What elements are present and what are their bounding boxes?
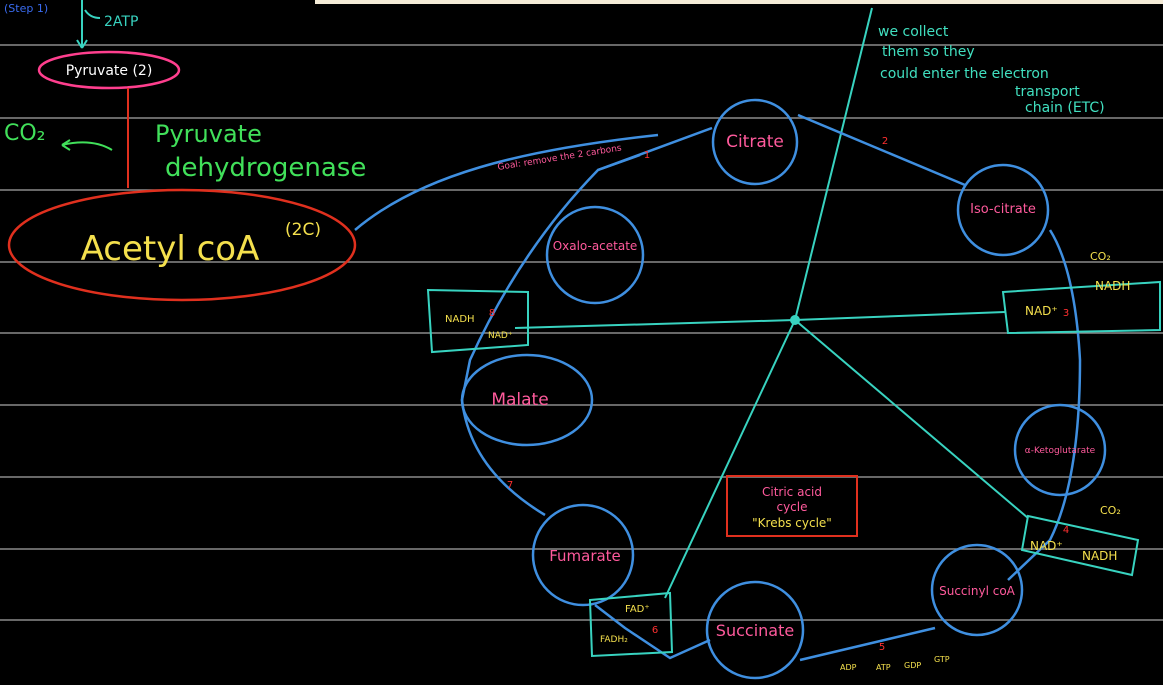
box-text: FADH₂: [600, 635, 628, 645]
node: [1013, 403, 1107, 497]
cycle-path: [597, 153, 641, 172]
box-text: ADP: [840, 663, 857, 672]
box-text: ATP: [876, 663, 891, 672]
step-number: 6: [652, 625, 658, 636]
step-label: (Step 1): [4, 2, 48, 15]
co2-label: CO₂: [4, 121, 46, 146]
node-label: α-Ketoglutarate: [1025, 446, 1096, 456]
connector: [794, 7, 873, 321]
cycle-path: [460, 113, 1082, 662]
box-text: GDP: [904, 661, 921, 670]
step-number: 2: [882, 136, 888, 147]
note-line: chain (ETC): [1025, 100, 1105, 116]
node-label: Succinyl coA: [939, 584, 1016, 598]
node: [531, 503, 635, 607]
steps: 1 2 3 4 5 6 7 8: [489, 136, 1069, 653]
spokes: [514, 311, 1029, 599]
atp-label: 2ATP: [104, 14, 138, 30]
center-text: Citric acid: [762, 485, 822, 499]
step-number: 1: [644, 150, 650, 161]
box-text: NAD⁺: [488, 331, 513, 341]
box-text: NADH: [1082, 549, 1117, 563]
box-text: GTP: [934, 655, 950, 664]
box-text: NADH: [1095, 279, 1130, 293]
box-text: NAD⁺: [1030, 539, 1063, 553]
box-text: NAD⁺: [1025, 304, 1058, 318]
note-line: we collect: [878, 24, 949, 40]
path: [354, 133, 659, 231]
hub: [790, 315, 800, 325]
center-label: Citric acid cycle "Krebs cycle": [752, 485, 832, 530]
enzyme-label: dehydrogenase: [165, 153, 366, 183]
step-number: 4: [1063, 525, 1069, 536]
step-number: 5: [879, 642, 885, 653]
center-text: "Krebs cycle": [752, 516, 832, 530]
step-number: 7: [507, 480, 513, 491]
etc-note: we collect them so they could enter the …: [878, 24, 1105, 116]
center-text: cycle: [776, 500, 807, 514]
acetyl-label: Acetyl coA: [81, 229, 260, 269]
center-box: [726, 475, 858, 537]
box-text: FAD⁺: [625, 604, 650, 615]
gtp-row: ADP ATP GDP GTP: [840, 655, 950, 672]
step-number: 8: [489, 308, 495, 319]
enzyme-label: Pyruvate: [155, 120, 262, 148]
pyruvate-oval: [37, 50, 181, 90]
box-text: CO₂: [1090, 250, 1111, 263]
step-number: 3: [1063, 308, 1069, 319]
top-strip: [315, 0, 1163, 4]
acetyl-oval: [7, 188, 357, 302]
arrow: [76, 0, 101, 49]
note-line: transport: [1015, 84, 1080, 100]
node: [705, 580, 805, 680]
node-label: Fumarate: [549, 547, 621, 565]
node: [460, 353, 594, 447]
node-label: Succinate: [716, 621, 794, 640]
node: [930, 543, 1024, 637]
node-label: Oxalo-acetate: [553, 239, 638, 253]
box-text: NADH: [445, 314, 475, 325]
node-label: Malate: [491, 390, 548, 410]
nodes: Citrate Iso-citrate α-Ketoglutarate Succ…: [460, 98, 1107, 680]
node-label: Iso-citrate: [970, 202, 1036, 217]
arrow: [61, 139, 113, 151]
node: [545, 205, 645, 305]
note-line: could enter the electron: [880, 66, 1049, 82]
carbon-label: (2C): [285, 220, 321, 240]
pyruvate-label: Pyruvate (2): [66, 63, 153, 79]
boxes: [426, 280, 1161, 658]
node: [711, 98, 799, 186]
node: [956, 163, 1050, 257]
box-text: CO₂: [1100, 504, 1121, 517]
node-label: Citrate: [726, 132, 784, 152]
note-line: them so they: [882, 44, 975, 60]
